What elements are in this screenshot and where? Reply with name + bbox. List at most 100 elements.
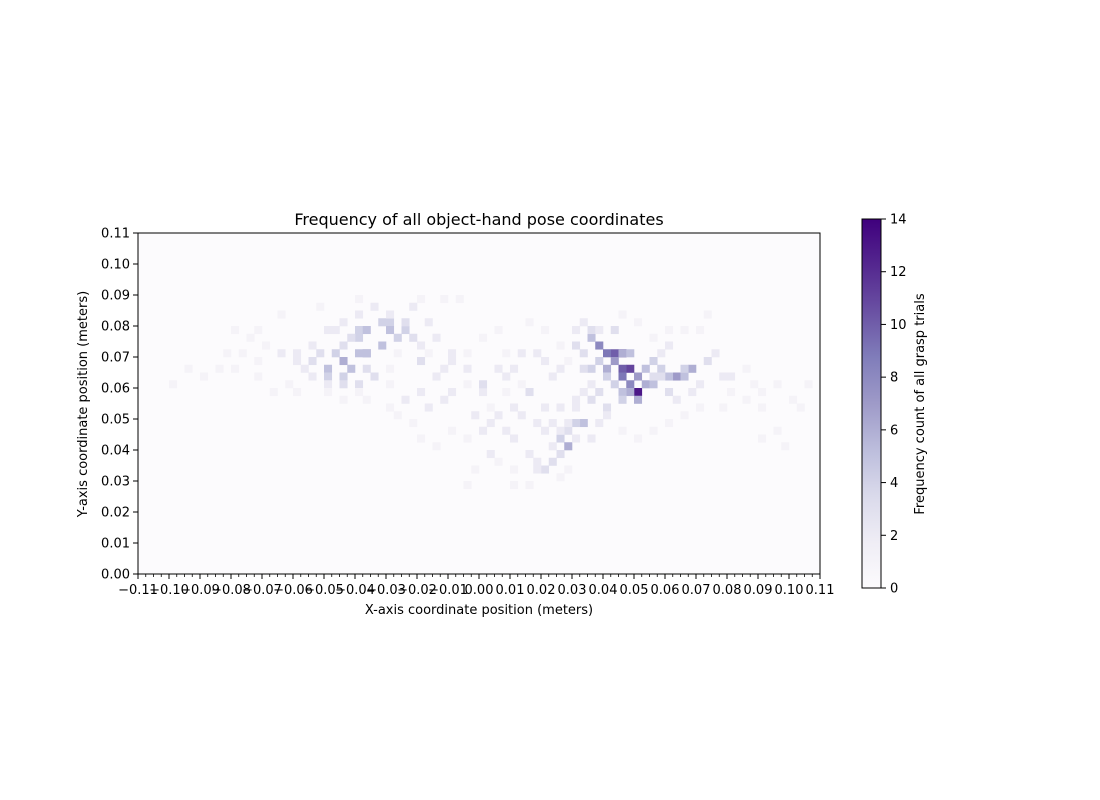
heatmap-cell — [711, 349, 720, 358]
colorbar-tick-label: 2 — [890, 529, 898, 544]
heatmap-cell — [324, 364, 333, 373]
heatmap-cell — [556, 473, 565, 482]
heatmap-cell — [479, 380, 488, 389]
heatmap-cell — [533, 457, 542, 466]
heatmap-cell — [355, 349, 364, 358]
heatmap-cell — [347, 333, 356, 342]
heatmap-cell — [355, 380, 364, 389]
heatmap-cell — [610, 357, 619, 366]
heatmap-cell — [703, 310, 712, 319]
heatmap-cell — [626, 388, 635, 397]
heatmap-cell — [703, 357, 712, 366]
heatmap-cell — [595, 419, 604, 428]
heatmap-cell — [455, 295, 464, 304]
heatmap-cell — [510, 465, 519, 474]
heatmap-cell — [696, 380, 705, 389]
heatmap-cell — [316, 302, 325, 311]
heatmap-cell — [308, 341, 317, 350]
x-tick-label: −0.03 — [366, 583, 406, 598]
heatmap-cell — [238, 349, 247, 358]
y-tick-label: 0.04 — [101, 444, 130, 459]
plot-area — [137, 232, 821, 575]
heatmap-cell — [595, 388, 604, 397]
heatmap-cell — [556, 341, 565, 350]
heatmap-cell — [339, 341, 348, 350]
heatmap-cell — [448, 426, 457, 435]
heatmap-cell — [781, 442, 790, 451]
heatmap-cell — [308, 372, 317, 381]
heatmap-cell — [370, 372, 379, 381]
colorbar-frame — [861, 218, 882, 589]
heatmap-cell — [448, 388, 457, 397]
colorbar-tick-label: 14 — [890, 213, 907, 228]
heatmap-cell — [556, 426, 565, 435]
heatmap-cell — [603, 349, 612, 358]
heatmap-cell — [579, 388, 588, 397]
x-tick-label: 0.05 — [620, 583, 649, 598]
heatmap-cell — [393, 411, 402, 420]
heatmap-cell — [525, 450, 534, 459]
heatmap-cell — [657, 364, 666, 373]
heatmap-cell — [401, 395, 410, 404]
heatmap-cell — [789, 395, 798, 404]
heatmap-cell — [641, 364, 650, 373]
heatmap-cell — [378, 341, 387, 350]
heatmap-cell — [556, 403, 565, 412]
heatmap-cell — [463, 434, 472, 443]
heatmap-cell — [727, 372, 736, 381]
heatmap-cell — [502, 372, 511, 381]
x-tick-label: 0.00 — [465, 583, 494, 598]
heatmap-cell — [362, 349, 371, 358]
heatmap-cell — [355, 333, 364, 342]
heatmap-cell — [618, 310, 627, 319]
x-tick-label: 0.02 — [527, 583, 556, 598]
heatmap-cell — [479, 388, 488, 397]
heatmap-cell — [339, 357, 348, 366]
heatmap-cell — [479, 426, 488, 435]
heatmap-cell — [486, 403, 495, 412]
heatmap-cell — [572, 434, 581, 443]
heatmap-cell — [626, 349, 635, 358]
heatmap-cell — [517, 411, 526, 420]
heatmap-cell — [610, 349, 619, 358]
heatmap-cell — [603, 403, 612, 412]
heatmap-cell — [618, 388, 627, 397]
heatmap-cell — [595, 341, 604, 350]
heatmap-cell — [277, 310, 286, 319]
heatmap-cell — [502, 388, 511, 397]
heatmap-cell — [440, 295, 449, 304]
x-tick-label: −0.09 — [180, 583, 220, 598]
heatmap-cell — [564, 465, 573, 474]
heatmap-cell — [339, 318, 348, 327]
heatmap-cell — [610, 380, 619, 389]
heatmap-cell — [525, 318, 534, 327]
heatmap-cell — [393, 333, 402, 342]
y-tick-label: 0.11 — [101, 227, 130, 242]
heatmap-cell — [579, 318, 588, 327]
heatmap-cell — [463, 364, 472, 373]
heatmap-cell — [618, 372, 627, 381]
heatmap-cell — [370, 302, 379, 311]
heatmap-cell — [409, 302, 418, 311]
heatmap-cell — [696, 403, 705, 412]
heatmap-cell — [579, 419, 588, 428]
heatmap-cell — [634, 372, 643, 381]
heatmap-cell — [386, 364, 395, 373]
colorbar-tick-label: 10 — [890, 318, 907, 333]
heatmap-cell — [223, 349, 232, 358]
heatmap-cell — [200, 372, 209, 381]
colorbar: 0 2 4 6 8 10 12 14 Frequency count of all grasp… — [861, 213, 928, 597]
heatmap-cell — [626, 364, 635, 373]
heatmap-cell — [649, 357, 658, 366]
heatmap-cell — [680, 372, 689, 381]
heatmap-cell — [300, 364, 309, 373]
heatmap-cell — [417, 357, 426, 366]
plot-background — [138, 233, 820, 574]
colorbar-tick-label: 0 — [890, 582, 898, 597]
x-tick-label: 0.08 — [713, 583, 742, 598]
heatmap-cell — [665, 372, 674, 381]
heatmap-cell — [626, 380, 635, 389]
heatmap-cell — [277, 349, 286, 358]
heatmap-cell — [440, 364, 449, 373]
heatmap-cell — [393, 349, 402, 358]
